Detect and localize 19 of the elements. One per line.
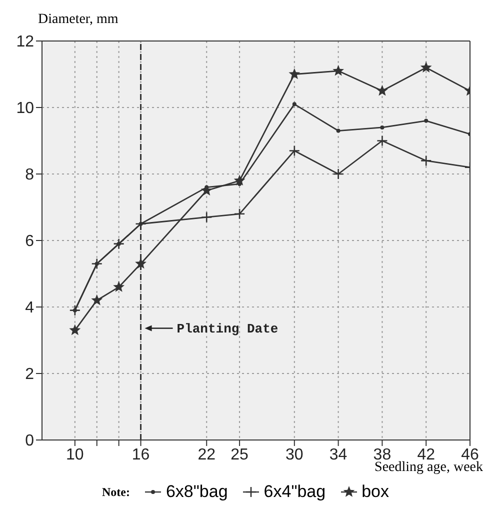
x-tick-label: 25 (230, 446, 249, 464)
ref-line-label: Planting Date (176, 321, 278, 336)
legend-label: 6x8"bag (166, 482, 228, 502)
legend-label: box (362, 482, 390, 502)
y-tick-label: 0 (25, 432, 34, 450)
y-tick-label: 10 (16, 100, 34, 118)
x-tick-label: 10 (66, 446, 84, 464)
y-tick-label: 6 (25, 233, 34, 250)
x-tick-label: 22 (198, 446, 216, 464)
x-tick-label: 16 (132, 446, 150, 464)
legend-title: Note: (102, 484, 130, 500)
y-tick-label: 8 (25, 166, 34, 184)
y-axis-title: Diameter, mm (38, 12, 118, 28)
x-tick-label: 34 (329, 446, 348, 464)
x-tick-label: 30 (286, 446, 304, 464)
y-tick-label: 4 (25, 300, 34, 317)
legend-label: 6x4"bag (264, 482, 326, 502)
y-tick-label: 2 (25, 366, 34, 384)
y-tick-label: 12 (16, 34, 34, 51)
